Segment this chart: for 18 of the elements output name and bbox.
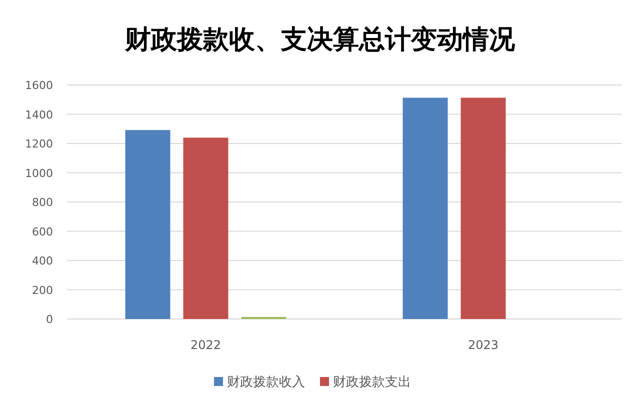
y-tick-label: 200 — [32, 284, 53, 297]
x-tick-label: 2023 — [468, 338, 499, 352]
y-tick-label: 400 — [32, 254, 53, 268]
y-tick-label: 600 — [32, 225, 53, 238]
legend-label: 财政拨款支出 — [333, 375, 411, 390]
y-tick-label: 1600 — [25, 79, 53, 92]
x-tick-label: 2022 — [190, 338, 222, 352]
bar — [460, 98, 506, 319]
y-tick-label: 0 — [46, 313, 53, 326]
y-tick-label: 1000 — [25, 166, 53, 180]
y-tick-label: 1200 — [25, 138, 53, 150]
chart-title: 财政拨款收、支决算总计变动情况 — [124, 25, 516, 55]
y-tick-label: 800 — [32, 196, 53, 209]
y-tick-label: 1400 — [25, 108, 53, 122]
legend-label: 财政拨款收入 — [227, 375, 305, 390]
bar — [183, 138, 228, 319]
bar — [125, 130, 170, 319]
bar — [402, 98, 448, 319]
